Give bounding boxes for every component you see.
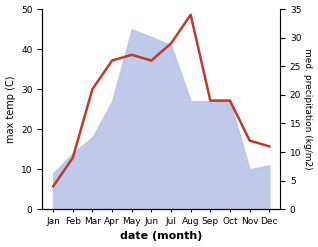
Y-axis label: max temp (C): max temp (C) (5, 75, 16, 143)
Y-axis label: med. precipitation (kg/m2): med. precipitation (kg/m2) (303, 48, 313, 170)
X-axis label: date (month): date (month) (120, 231, 203, 242)
